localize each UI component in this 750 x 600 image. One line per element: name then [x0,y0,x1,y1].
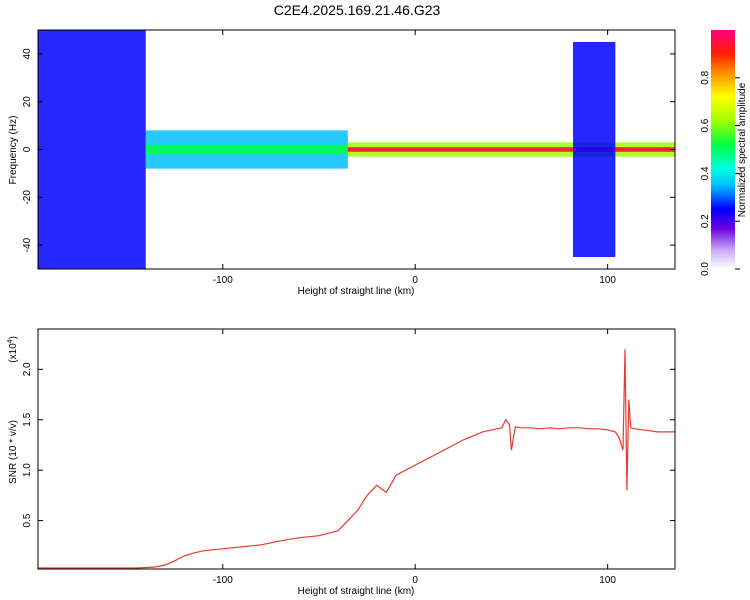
snr-x-tick-label: 100 [599,575,616,586]
spectrogram-heatmap [38,30,675,269]
snr-y-tick-label: 1.5 [22,412,33,426]
snr-y-tick-label: 1.0 [22,463,33,477]
snr-panel: -100 0 100 0.5 1.0 1.5 2.0 Height of straight… [7,328,676,597]
snr-frame [37,328,676,570]
spectrogram-y-axis-label: Frequency (Hz) [8,116,19,185]
spectrogram-y-tick-label: 0 [22,146,33,152]
spectrogram-y-tick-label: -40 [22,237,33,252]
colorbar-ticks: 0.0 0.2 0.4 0.6 0.8 [700,70,740,276]
heatmap-cell [573,41,616,258]
colorbar-tick-label: 0.2 [700,214,711,228]
colorbar-tick-label: 0.4 [700,166,711,180]
spectrogram-y-ticks: -40 -20 0 20 40 [22,48,675,252]
colorbar-tick-label: 0.0 [700,262,711,276]
spectrogram-x-ticks: -100 0 100 [213,30,616,286]
colorbar-tick-label: 0.8 [700,70,711,84]
spectrogram-x-axis-label: Height of straight line (km) [298,286,415,297]
spectrogram-y-tick-label: 40 [22,48,33,60]
spectrogram-x-tick-label: 0 [412,275,418,286]
colorbar-label: Normalized spectral amplitude [737,82,748,217]
spectrogram-panel: -100 0 100 -40 -20 0 20 40 Height of straight … [8,29,676,297]
snr-series-line [38,349,675,569]
snr-y-axis-label: SNR (10 * v/v) [8,420,19,484]
snr-x-tick-label: -100 [213,575,233,586]
snr-x-tick-label: 0 [412,575,418,586]
heatmap-cell [38,30,146,269]
spectrogram-x-tick-label: -100 [213,275,233,286]
spectrogram-y-tick-label: 20 [22,96,33,108]
snr-y-tick-label: 2.0 [22,362,33,376]
snr-y-ticks: 0.5 1.0 1.5 2.0 [22,362,675,528]
heatmap-cell [145,144,348,155]
snr-y-tick-label: 0.5 [22,513,33,527]
snr-plot-area [38,329,675,569]
colorbar: 0.0 0.2 0.4 0.6 0.8 Normalized spectral ampl… [700,30,748,276]
spectrogram-x-tick-label: 100 [599,275,616,286]
colorbar-tick-label: 0.6 [700,118,711,132]
heatmap-cell [347,148,675,151]
snr-y-multiplier: (x104) [7,336,19,363]
figure-title: C2E4.2025.169.21.46.G23 [274,2,441,18]
snr-x-ticks: -100 0 100 [213,329,616,586]
colorbar-gradient [711,30,735,269]
snr-x-axis-label: Height of straight line (km) [298,586,415,597]
spectrogram-y-tick-label: -20 [22,190,33,205]
